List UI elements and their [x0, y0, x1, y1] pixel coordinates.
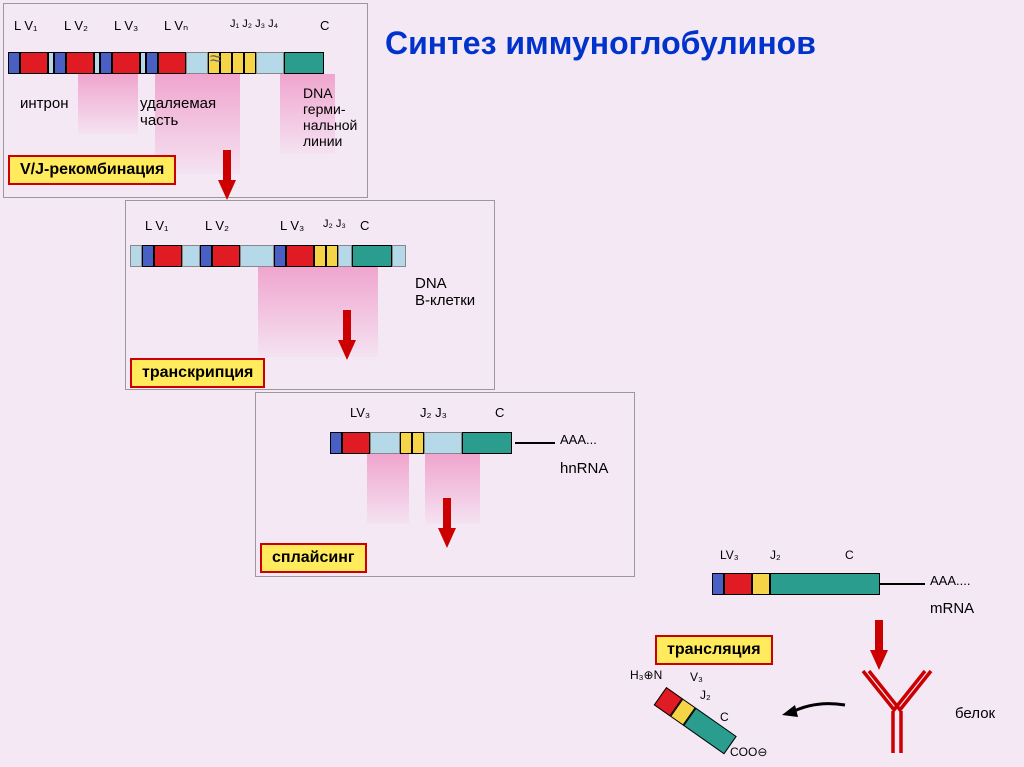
arrow-1 — [218, 150, 236, 200]
arrow-4 — [870, 620, 888, 670]
fade-3a — [367, 454, 409, 524]
lbl-LVn: L Vₙ — [164, 18, 188, 34]
lbl-h3n: H₃⊕N — [630, 668, 662, 682]
stage-translation: трансляция — [655, 635, 773, 665]
track-bcell — [130, 245, 440, 267]
lbl-aaa-2: AAA.... — [930, 573, 970, 588]
track-germline — [8, 52, 358, 74]
stage-splicing: сплайсинг — [260, 543, 367, 573]
lbl2-LV3: L V₃ — [280, 218, 304, 233]
lbl4-C: C — [845, 548, 854, 562]
track-mrna — [712, 573, 880, 595]
lbl3-C: C — [495, 405, 504, 420]
lbl-v3-prot: V₃ — [690, 670, 703, 684]
antibody-icon — [855, 665, 940, 755]
lbl-LV1: L V₁ — [14, 18, 37, 33]
lbl-removed: удаляемая часть — [140, 95, 216, 129]
stage-transcription: транскрипция — [130, 358, 265, 388]
arrow-2 — [338, 310, 356, 360]
track-hnrna — [330, 432, 512, 454]
lbl-intron: интрон — [20, 95, 69, 112]
lbl2-LV2: L V₂ — [205, 218, 229, 233]
fade-2 — [258, 267, 378, 357]
lbl-c-prot: C — [720, 710, 729, 724]
page-title: Синтез иммуноглобулинов — [385, 25, 816, 62]
lbl-dna-germ: DNA герми- нальной линии — [303, 85, 357, 149]
lbl3-J23: J₂ J₃ — [420, 405, 447, 420]
fade-1a — [78, 74, 138, 134]
arrow-3 — [438, 498, 456, 548]
lbl2-C: C — [360, 218, 369, 233]
lbl-C1: C — [320, 18, 329, 33]
lbl-hnrna: hnRNA — [560, 460, 608, 477]
lbl-LV3: L V₃ — [114, 18, 138, 33]
stage-vj: V/J-рекомбинация — [8, 155, 176, 185]
lbl-j2-prot: J₂ — [700, 688, 711, 702]
lbl-aaa-1: AAA... — [560, 432, 597, 447]
lbl-mrna: mRNA — [930, 600, 974, 617]
arrow-curve — [780, 695, 850, 725]
lbl-coo: COO⊖ — [730, 745, 767, 759]
wavy-break: ≈ — [210, 48, 221, 71]
lbl2-LV1: L V₁ — [145, 218, 168, 233]
lbl-J1234: J₁ J₂ J₃ J₄ — [230, 18, 278, 30]
lbl-protein: белок — [955, 705, 995, 722]
lbl3-LV3: LV₃ — [350, 405, 370, 420]
aaa-tail-line-1 — [515, 442, 555, 444]
lbl-LV2: L V₂ — [64, 18, 88, 33]
aaa-tail-line-2 — [880, 583, 925, 585]
lbl-dna-b: DNA В-клетки — [415, 275, 475, 309]
lbl4-J2: J₂ — [770, 548, 781, 562]
lbl4-LV3: LV₃ — [720, 548, 739, 562]
lbl2-J23: J₂ J₃ — [323, 218, 346, 230]
